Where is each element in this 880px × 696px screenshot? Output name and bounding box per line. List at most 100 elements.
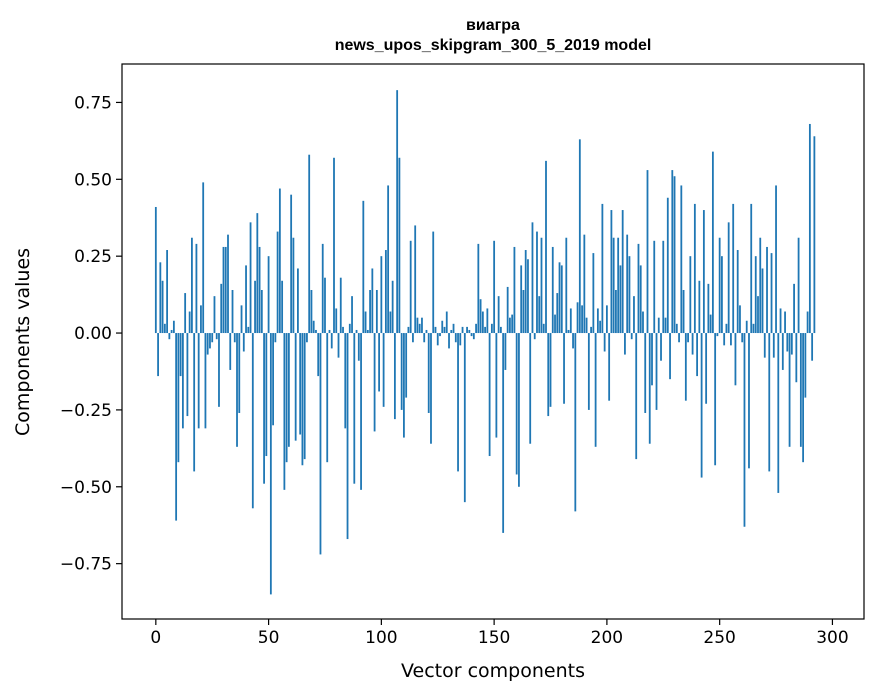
bar-34: [231, 290, 234, 334]
bar-13: [184, 293, 187, 334]
y-tick-label: 0.75: [74, 93, 112, 113]
bar-181: [563, 333, 565, 404]
bar-250: [718, 237, 721, 334]
bar-245: [707, 283, 710, 334]
bar-93: [364, 311, 367, 334]
bar-262: [745, 320, 748, 334]
bar-3: [161, 280, 164, 334]
bar-206: [619, 265, 622, 334]
bar-77: [328, 329, 331, 334]
bar-75: [324, 277, 326, 334]
bar-292: [813, 136, 816, 334]
bar-59: [287, 333, 290, 447]
bar-182: [565, 237, 568, 334]
bar-264: [750, 203, 753, 334]
bar-39: [242, 333, 245, 352]
bar-214: [637, 243, 640, 334]
bar-106: [393, 333, 396, 420]
bar-124: [434, 326, 437, 334]
bar-244: [705, 333, 708, 404]
bar-218: [646, 170, 649, 334]
bar-38: [240, 305, 243, 334]
bar-247: [711, 151, 714, 334]
bar-41: [247, 326, 250, 334]
bar-26: [213, 296, 216, 334]
bar-110: [403, 333, 405, 438]
bar-155: [504, 333, 507, 370]
y-tick-label: −0.25: [60, 401, 112, 421]
bar-260: [741, 333, 744, 343]
bar-2: [159, 262, 162, 334]
bar-14: [186, 333, 189, 417]
bar-1: [157, 333, 159, 377]
bar-203: [612, 237, 615, 334]
bar-131: [450, 329, 453, 334]
bar-63: [297, 268, 299, 334]
bar-180: [560, 265, 563, 334]
bar-188: [578, 139, 581, 334]
y-tick-label: −0.50: [60, 478, 112, 498]
bar-183: [567, 329, 570, 334]
bar-9: [175, 333, 178, 521]
bar-83: [342, 326, 344, 334]
bar-224: [660, 333, 662, 361]
bar-16: [191, 237, 193, 334]
bar-212: [633, 296, 635, 334]
bar-53: [274, 333, 277, 343]
bar-118: [421, 317, 423, 334]
bar-191: [585, 317, 588, 334]
bar-187: [576, 302, 579, 334]
bar-149: [490, 323, 493, 334]
bar-65: [301, 333, 304, 466]
y-tick-label: 0.50: [74, 170, 112, 190]
bar-209: [626, 234, 629, 334]
bar-184: [569, 308, 572, 334]
bar-207: [621, 210, 624, 334]
bar-88: [353, 333, 356, 484]
bar-27: [215, 333, 218, 340]
bar-186: [574, 333, 577, 512]
bar-166: [529, 333, 532, 444]
bar-228: [669, 333, 671, 380]
bar-86: [348, 323, 351, 334]
bar-276: [777, 333, 780, 493]
bar-213: [635, 333, 638, 460]
bar-105: [391, 280, 394, 334]
bar-226: [664, 317, 667, 334]
bar-31: [224, 246, 227, 334]
bar-205: [617, 237, 620, 334]
bar-49: [265, 333, 268, 457]
bar-36: [236, 333, 238, 447]
bar-70: [312, 320, 315, 334]
bar-238: [691, 333, 694, 355]
bar-143: [477, 243, 480, 334]
bar-196: [596, 308, 599, 334]
bar-134: [457, 333, 459, 472]
bar-135: [459, 333, 462, 346]
bar-42: [249, 222, 252, 334]
bar-30: [222, 246, 225, 334]
bar-165: [527, 259, 529, 334]
bar-136: [461, 326, 464, 334]
bar-199: [603, 333, 606, 352]
y-tick-label: 0.00: [74, 324, 112, 344]
bar-174: [547, 333, 550, 417]
bar-185: [572, 333, 574, 349]
bar-216: [642, 311, 644, 334]
bar-153: [499, 326, 502, 334]
bar-62: [294, 333, 297, 441]
bar-287: [802, 333, 804, 463]
bars-group: [154, 90, 816, 595]
bar-272: [768, 333, 771, 472]
bar-85: [346, 333, 349, 540]
x-tick-label: 300: [816, 628, 848, 648]
bar-99: [378, 333, 380, 392]
bar-28: [218, 333, 220, 407]
bar-201: [608, 333, 611, 401]
bar-50: [267, 256, 270, 334]
bar-280: [786, 333, 789, 352]
bar-107: [396, 90, 399, 334]
bar-230: [673, 176, 676, 334]
bar-102: [384, 250, 387, 334]
bar-227: [666, 197, 669, 334]
